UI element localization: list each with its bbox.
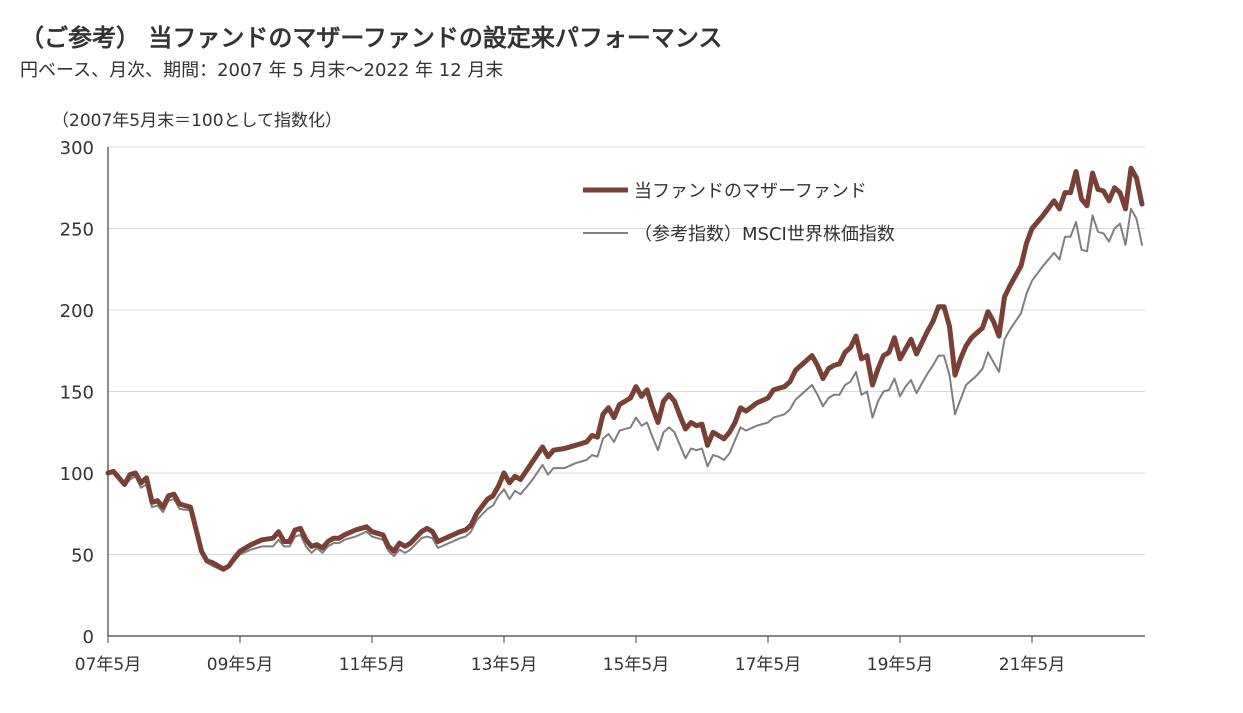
y-tick-label: 150 [60, 383, 94, 404]
series-line-msci [107, 207, 1143, 572]
x-tick-label: 21年5月 [999, 655, 1065, 675]
y-tick-label: 50 [71, 546, 94, 567]
x-tick-label: 13年5月 [471, 655, 537, 675]
axes: 0 50 100 150 200 250 300 07年5月 09年5月 11年5月 13年5月 15… [60, 138, 1145, 675]
legend: 当ファンドのマザーファンド （参考指数）MSCI世界株価指数 [583, 181, 895, 245]
x-tick-label: 19年5月 [867, 655, 933, 675]
legend-label: 当ファンドのマザーファンド [634, 181, 867, 202]
series-line-fund [105, 165, 1145, 572]
y-tick-label: 200 [60, 301, 94, 322]
y-axis-unit-note: （2007年5月末＝100として指数化） [52, 111, 343, 131]
y-tick-label: 300 [60, 138, 94, 159]
y-tick-label: 250 [60, 220, 94, 241]
legend-label: （参考指数）MSCI世界株価指数 [634, 224, 895, 245]
chart-subtitle: 円ベース、月次、期間：2007 年 5 月末～2022 年 12 月末 [20, 60, 504, 81]
gridlines [108, 146, 1145, 555]
y-tick-label: 100 [60, 464, 94, 485]
x-tick-label: 09年5月 [207, 655, 273, 675]
x-tick-label: 17年5月 [735, 655, 801, 675]
x-tick-label: 07年5月 [75, 655, 141, 675]
series-lines [105, 165, 1145, 572]
chart-title: （ご参考） 当ファンドのマザーファンドの設定来パフォーマンス [20, 24, 723, 52]
x-tick-label: 15年5月 [603, 655, 669, 675]
x-tick-label: 11年5月 [339, 655, 405, 675]
y-tick-label: 0 [83, 627, 94, 648]
